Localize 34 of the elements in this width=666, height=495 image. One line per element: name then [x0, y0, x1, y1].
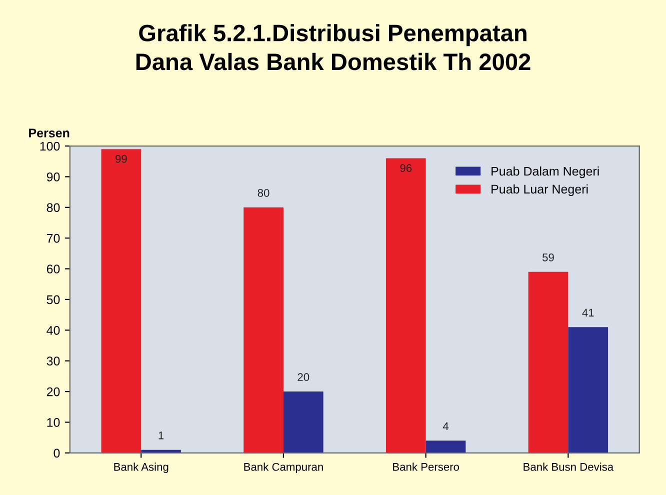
- data-label: 41: [582, 308, 594, 316]
- data-label: 59: [542, 253, 554, 262]
- bar: [244, 207, 284, 453]
- y-tick-label: 10: [47, 418, 60, 427]
- bar: [528, 272, 568, 453]
- y-tick-label: 0: [54, 448, 60, 458]
- chart-title: Grafik 5.2.1.Distribusi Penempatan Dana Valas Bank Domestik Th 2002: [136, 24, 530, 70]
- y-axis-title: Persen: [29, 128, 70, 138]
- bar: [101, 149, 142, 453]
- x-tick-label: Bank Asing: [114, 462, 168, 474]
- y-tick-label: 60: [46, 264, 60, 274]
- y-tick-label: 20: [46, 387, 60, 396]
- y-tick-label: 70: [46, 234, 60, 243]
- legend-label: Puab Luar Negeri: [492, 184, 588, 196]
- x-tick-label: Bank Busn Devisa: [524, 462, 614, 471]
- y-tick-label: 30: [46, 356, 60, 366]
- data-label: 96: [400, 164, 412, 172]
- bar: [426, 440, 466, 453]
- data-label: 20: [298, 373, 310, 382]
- y-tick-label: 90: [46, 172, 60, 182]
- legend-label: Puab Dalam Negeri: [492, 166, 599, 178]
- y-tick-label: 100: [40, 142, 60, 151]
- y-tick-label: 40: [46, 326, 60, 335]
- data-label: 1: [158, 432, 164, 440]
- data-label: 4: [442, 422, 449, 430]
- bar: [568, 327, 608, 453]
- y-tick-label: 50: [46, 295, 60, 304]
- x-tick-label: Bank Campuran: [244, 462, 323, 474]
- bar: [386, 158, 426, 453]
- y-tick-label: 80: [46, 203, 60, 212]
- data-label: 80: [258, 189, 270, 197]
- bar: [283, 392, 324, 453]
- data-label: 99: [116, 154, 127, 163]
- x-tick-label: Bank Persero: [393, 462, 460, 471]
